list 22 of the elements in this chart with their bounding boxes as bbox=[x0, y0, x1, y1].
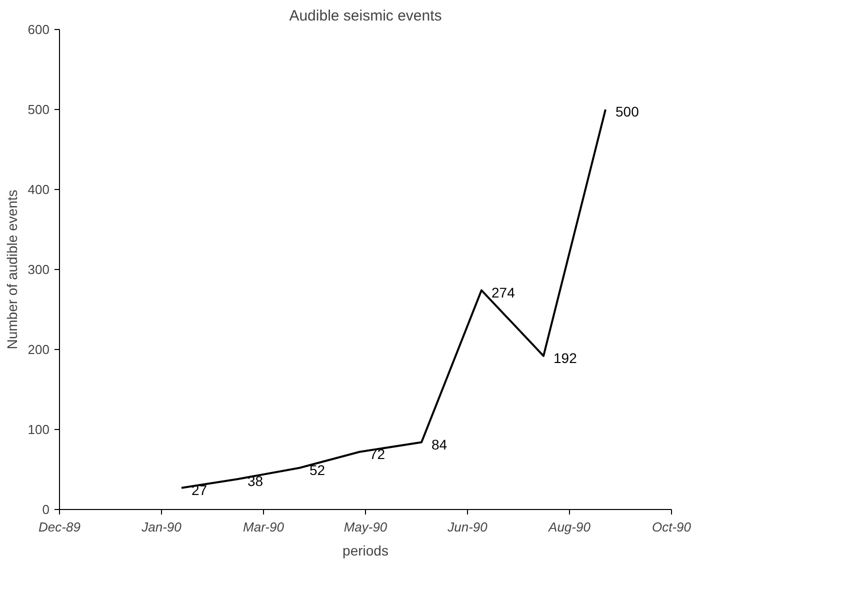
y-tick-label: 200 bbox=[28, 342, 50, 357]
x-tick-label: Oct-90 bbox=[652, 520, 692, 534]
x-tick-label: Jun-90 bbox=[446, 520, 488, 534]
chart-title: Audible seismic events bbox=[289, 8, 442, 24]
y-tick-label: 300 bbox=[28, 262, 50, 277]
x-tick-label: May-90 bbox=[344, 520, 388, 534]
data-label: 84 bbox=[432, 436, 448, 452]
y-tick-label: 500 bbox=[28, 102, 50, 117]
x-tick-label: Jan-90 bbox=[140, 520, 182, 534]
data-label: 274 bbox=[492, 284, 516, 300]
y-tick-label: 100 bbox=[28, 422, 50, 437]
x-tick-label: Dec-89 bbox=[38, 520, 80, 534]
y-tick-label: 0 bbox=[42, 502, 50, 517]
data-label: 192 bbox=[554, 350, 578, 366]
data-label: 52 bbox=[310, 462, 326, 478]
x-tick-label: Mar-90 bbox=[243, 520, 285, 534]
y-tick-label: 400 bbox=[28, 182, 50, 197]
x-axis-title: periods bbox=[342, 542, 388, 558]
y-axis-title: Number of audible events bbox=[4, 190, 20, 350]
x-tick-label: Aug-90 bbox=[548, 520, 592, 534]
y-tick-label: 600 bbox=[28, 22, 50, 37]
data-label: 500 bbox=[616, 104, 640, 120]
